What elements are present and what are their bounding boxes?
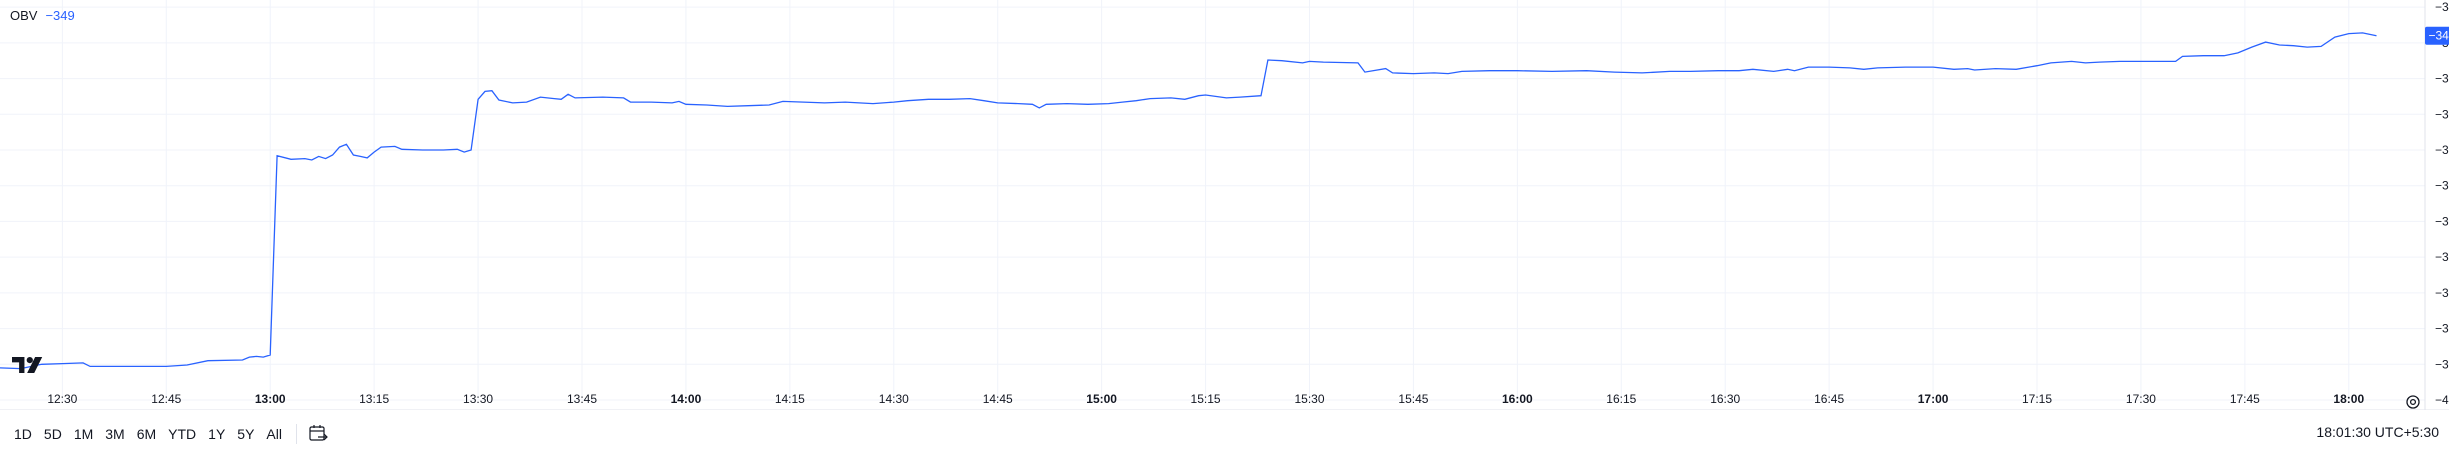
x-tick-label: 15:15	[1191, 392, 1221, 406]
range-button-1d[interactable]: 1D	[14, 425, 32, 442]
range-button-3m[interactable]: 3M	[105, 425, 125, 442]
x-tick-label: 12:30	[47, 392, 77, 406]
x-tick-label: 15:00	[1086, 392, 1117, 406]
x-tick-label: 16:00	[1502, 392, 1533, 406]
y-tick-label: −365	[2435, 143, 2449, 157]
range-button-6m[interactable]: 6M	[136, 425, 157, 442]
y-tick-label: −400	[2435, 393, 2449, 407]
timezone-clock[interactable]: 18:01:30 UTC+5:30	[2316, 424, 2439, 440]
x-tick-label: 15:45	[1398, 392, 1428, 406]
x-tick-label: 13:30	[463, 392, 493, 406]
range-button-ytd[interactable]: YTD	[168, 425, 197, 442]
x-tick-label: 18:00	[2333, 392, 2364, 406]
x-tick-label: 15:30	[1294, 392, 1324, 406]
x-tick-label: 16:15	[1606, 392, 1636, 406]
x-tick-label: 16:45	[1814, 392, 1844, 406]
settings-icon[interactable]	[2405, 394, 2421, 410]
last-value-label: −349	[2428, 29, 2449, 43]
x-tick-label: 14:30	[879, 392, 909, 406]
y-tick-label: −395	[2435, 357, 2449, 371]
range-button-5y[interactable]: 5Y	[237, 425, 255, 442]
y-tick-label: −380	[2435, 250, 2449, 264]
range-button-5d[interactable]: 5D	[43, 425, 62, 442]
x-tick-label: 17:30	[2126, 392, 2156, 406]
x-tick-label: 13:15	[359, 392, 389, 406]
y-tick-label: −370	[2435, 179, 2449, 193]
obv-series-line[interactable]	[0, 32, 2377, 370]
x-tick-label: 14:00	[671, 392, 702, 406]
indicator-legend: OBV −349	[10, 8, 75, 23]
x-tick-label: 17:00	[1918, 392, 1949, 406]
obv-chart[interactable]: −345−350−355−360−365−370−375−380−385−390…	[0, 0, 2449, 410]
x-tick-label: 17:15	[2022, 392, 2052, 406]
x-tick-label: 12:45	[151, 392, 181, 406]
y-tick-label: −375	[2435, 214, 2449, 228]
bottom-toolbar: 1D 5D 1M 3M 6M YTD 1Y 5Y All 18:01:30 UTC+5:30	[0, 416, 2449, 451]
tradingview-logo-icon[interactable]	[12, 356, 44, 374]
calendar-goto-icon[interactable]	[307, 423, 329, 445]
range-selector: 1D 5D 1M 3M 6M YTD 1Y 5Y All	[8, 422, 288, 446]
y-tick-label: −390	[2435, 322, 2449, 336]
x-tick-label: 17:45	[2230, 392, 2260, 406]
x-tick-label: 13:00	[255, 392, 286, 406]
y-tick-label: −355	[2435, 72, 2449, 86]
y-tick-label: −360	[2435, 107, 2449, 121]
toolbar-divider	[295, 423, 297, 444]
x-tick-label: 14:15	[775, 392, 805, 406]
legend-indicator-value: −349	[45, 8, 75, 23]
x-tick-label: 14:45	[983, 392, 1013, 406]
range-button-1y[interactable]: 1Y	[208, 425, 226, 442]
chart-area[interactable]: −345−350−355−360−365−370−375−380−385−390…	[0, 0, 2449, 410]
x-tick-label: 13:45	[567, 392, 597, 406]
range-button-1m[interactable]: 1M	[73, 425, 94, 442]
x-tick-label: 16:30	[1710, 392, 1740, 406]
y-tick-label: −345	[2435, 0, 2449, 14]
y-tick-label: −385	[2435, 286, 2449, 300]
legend-indicator-name: OBV	[10, 8, 38, 23]
last-value-badge	[2425, 26, 2449, 45]
range-button-all[interactable]: All	[266, 425, 282, 442]
